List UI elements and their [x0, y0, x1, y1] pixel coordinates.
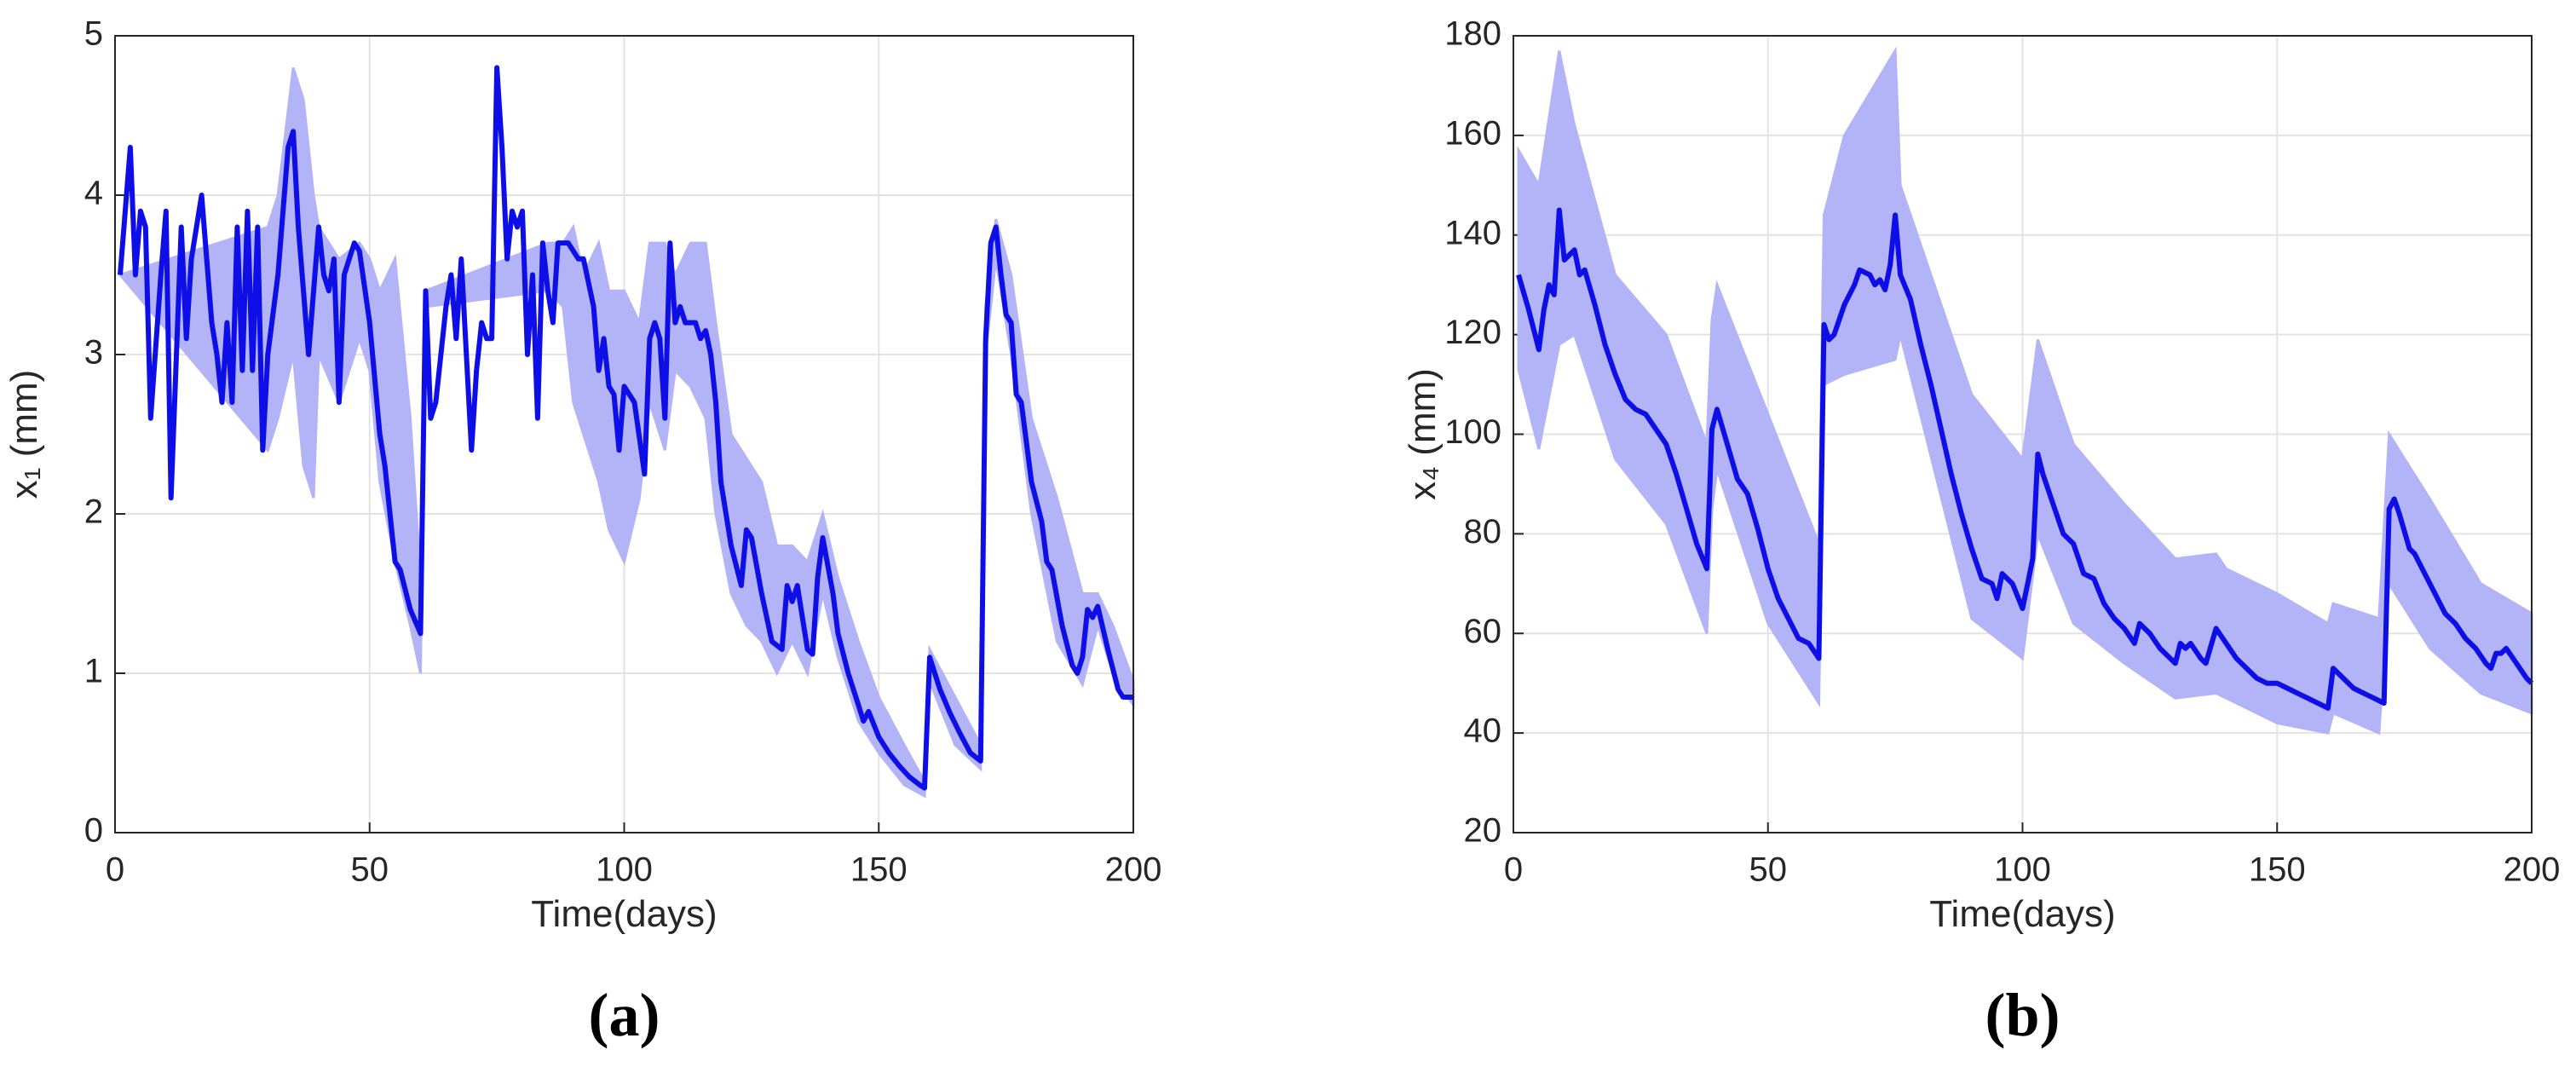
x-tick-label: 100	[596, 851, 653, 889]
y-tick-label: 5	[84, 15, 103, 53]
y-tick-label: 60	[1464, 613, 1502, 650]
caption: (b)	[1985, 981, 2060, 1049]
y-tick-label: 1	[84, 653, 103, 690]
x-tick-label: 50	[351, 851, 389, 889]
y-tick-label: 3	[84, 334, 103, 372]
x-tick-label: 100	[1994, 851, 2051, 889]
x-tick-label: 0	[106, 851, 124, 889]
x-tick-label: 200	[2504, 851, 2561, 889]
y-tick-label: 80	[1464, 513, 1502, 551]
axes-box	[1513, 35, 2533, 833]
y-tick-label: 4	[84, 175, 103, 212]
x-tick-label: 150	[850, 851, 908, 889]
x-tick-label: 200	[1105, 851, 1162, 889]
y-tick-label: 40	[1464, 712, 1502, 750]
y-tick-label: 0	[84, 812, 103, 850]
x-axis-label: Time(days)	[1929, 893, 2115, 935]
mean-line	[118, 65, 1133, 791]
y-tick-label: 120	[1444, 314, 1501, 351]
y-tick-label: 160	[1444, 114, 1501, 152]
axes: 0 50 100 150 200 0 1 2 3 4 5 Time(days) x₁ (mm) (a)	[3, 15, 1161, 1049]
x-tick-label: 0	[1504, 851, 1523, 889]
y-axis-label: x₁ (mm)	[3, 370, 45, 499]
x-tick-label: 50	[1749, 851, 1788, 889]
mean-line	[1516, 207, 2534, 711]
y-tick-label: 140	[1444, 214, 1501, 251]
y-axis-label: x₄ (mm)	[1402, 368, 1444, 500]
x-tick-label: 150	[2249, 851, 2306, 889]
axes: 0 50 100 150 200 20 40 60 80 100 120 140 160 180 Time(…	[1402, 15, 2560, 1049]
x-axis-label: Time(days)	[531, 893, 717, 935]
y-tick-label: 180	[1444, 15, 1501, 53]
caption: (a)	[589, 981, 660, 1049]
y-tick-label: 100	[1444, 413, 1501, 451]
y-tick-label: 20	[1464, 812, 1502, 850]
axes-box	[114, 35, 1134, 833]
y-tick-label: 2	[84, 493, 103, 531]
